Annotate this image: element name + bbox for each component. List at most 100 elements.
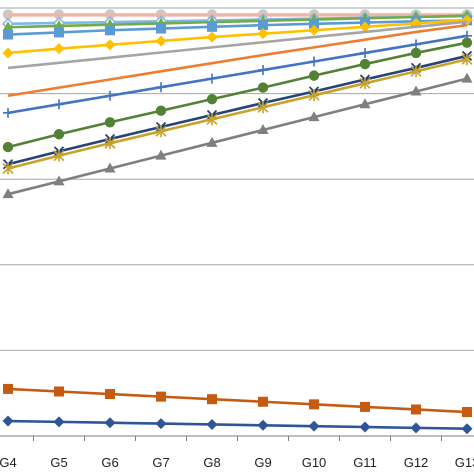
data-point [257, 28, 269, 40]
data-point [155, 105, 167, 116]
data-point [104, 162, 116, 173]
series-s8 [7, 23, 468, 98]
series-s12 [2, 53, 473, 175]
data-point [104, 117, 116, 128]
series-line [7, 18, 468, 55]
x-tick-label: G8 [203, 455, 220, 470]
data-point [206, 93, 218, 105]
data-point [156, 82, 166, 93]
x-tick-label: G4 [0, 455, 17, 470]
series-group [1, 9, 474, 435]
data-point [410, 65, 422, 78]
data-point [257, 82, 269, 93]
series-line [7, 387, 468, 414]
data-point [309, 56, 319, 67]
data-point [2, 47, 14, 59]
series-s9 [3, 30, 472, 118]
data-point [461, 423, 473, 435]
data-point [461, 53, 473, 66]
data-point [155, 418, 167, 430]
series-s13 [2, 72, 473, 199]
series-line [7, 23, 468, 98]
data-point [359, 58, 371, 70]
data-point [308, 420, 320, 432]
data-point [309, 399, 319, 410]
data-point [207, 394, 217, 405]
data-point [2, 141, 14, 153]
data-point [2, 162, 14, 175]
series-s15 [2, 415, 473, 435]
data-point [53, 149, 65, 162]
data-point [410, 422, 422, 434]
data-point [105, 25, 115, 36]
data-point [461, 37, 473, 48]
series-line [7, 54, 468, 166]
data-point [3, 107, 13, 118]
data-point [155, 125, 167, 138]
series-line [7, 14, 468, 29]
data-point [359, 77, 371, 90]
x-tick-label: G10 [302, 455, 327, 470]
series-line [7, 419, 468, 431]
data-point [461, 72, 473, 83]
data-point [308, 111, 320, 122]
x-tick-label: G12 [404, 455, 429, 470]
data-point [206, 31, 218, 43]
data-point [308, 24, 320, 36]
data-point [462, 407, 472, 418]
x-axis [0, 435, 474, 441]
data-point [206, 418, 218, 430]
data-point [54, 27, 64, 38]
data-point [410, 47, 422, 59]
data-point [105, 389, 115, 400]
data-point [104, 417, 116, 429]
data-point [3, 383, 13, 394]
series-line [7, 58, 468, 170]
data-point [104, 39, 116, 51]
data-point [53, 416, 65, 428]
data-point [206, 113, 218, 126]
data-point [257, 101, 269, 114]
data-point [411, 404, 421, 415]
data-point [258, 20, 268, 31]
series-s14 [3, 383, 472, 418]
series-line [7, 77, 468, 196]
series-s10 [2, 37, 473, 153]
x-tick-label: G9 [254, 455, 271, 470]
data-point [206, 136, 218, 147]
data-point [156, 23, 166, 34]
data-point [360, 401, 370, 412]
data-point [359, 21, 371, 33]
x-tick-label: G7 [152, 455, 169, 470]
x-tick-label: G13 [455, 455, 474, 470]
data-point [308, 89, 320, 102]
data-point [258, 396, 268, 407]
x-tick-label: G11 [353, 455, 377, 470]
data-point [207, 73, 217, 84]
series-s7 [7, 20, 468, 70]
data-point [257, 123, 269, 134]
data-point [257, 419, 269, 431]
x-tick-labels: G4 G5 G6 G7 G8 G9 G10 G11 G12 G13 [0, 455, 474, 470]
data-point [3, 29, 13, 40]
data-point [411, 39, 421, 50]
data-point [2, 21, 14, 32]
series-line [7, 20, 468, 70]
data-point [53, 175, 65, 186]
series-line [7, 34, 468, 115]
data-point [54, 386, 64, 397]
x-tick-label: G6 [101, 455, 118, 470]
data-point [2, 188, 14, 199]
data-point [53, 129, 65, 140]
data-point [53, 43, 65, 55]
data-point [104, 137, 116, 150]
data-point [309, 18, 319, 29]
series-line [7, 19, 468, 36]
data-point [207, 21, 217, 32]
data-point [308, 70, 320, 81]
data-point [155, 35, 167, 47]
data-point [54, 99, 64, 110]
series-line [7, 41, 468, 149]
